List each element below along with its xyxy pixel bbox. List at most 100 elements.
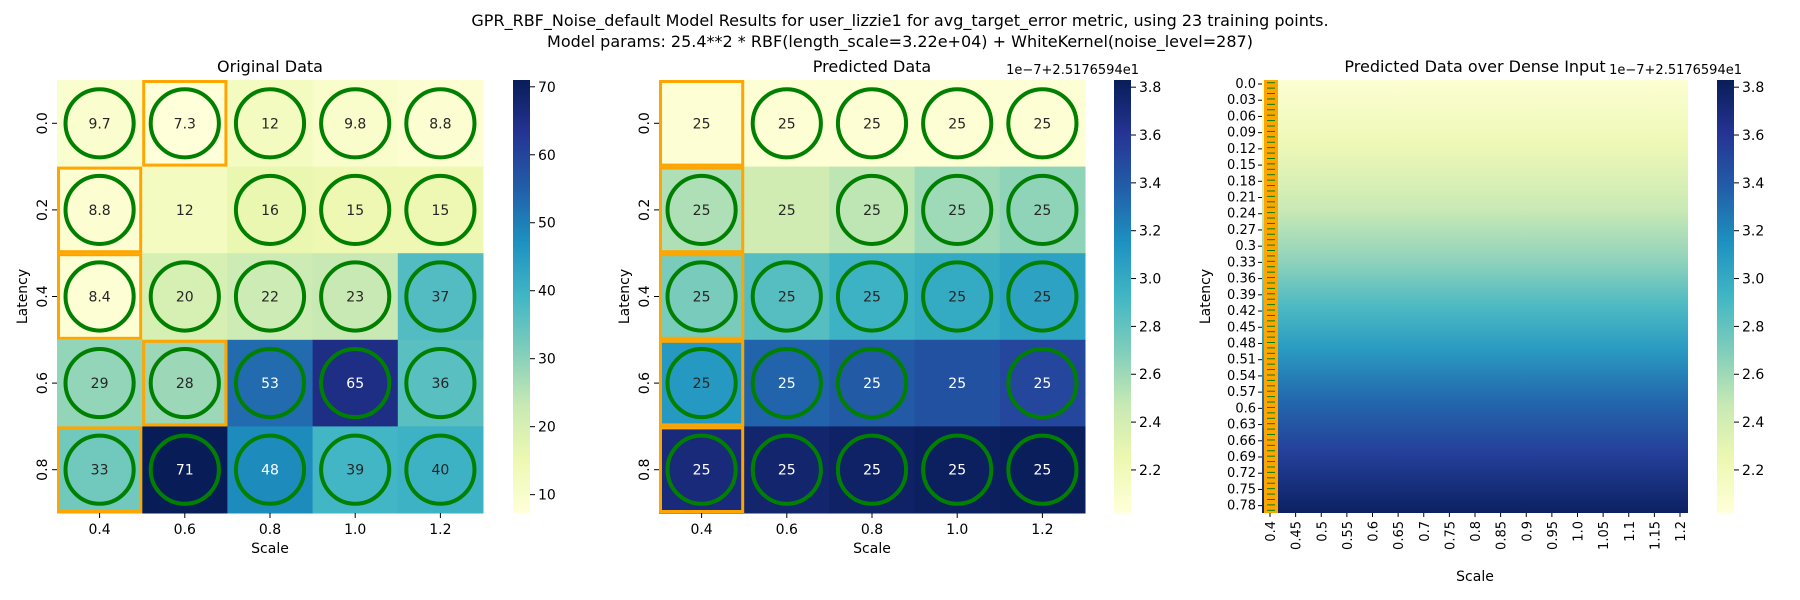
cell-value-label: 29	[91, 376, 109, 392]
training-point-circle	[233, 260, 307, 333]
cell-value-label: 25	[1033, 376, 1051, 392]
cell-value-label: 8.4	[88, 290, 110, 306]
x-tick-label: 0.85	[1495, 521, 1510, 550]
heatmap-cell	[227, 80, 314, 168]
cell-value-label: 25	[948, 463, 966, 479]
x-tick-label: 0.8	[1469, 521, 1484, 542]
y-tick-label: 0.0	[1235, 77, 1256, 92]
x-tick-label: 1.0	[1572, 521, 1587, 542]
figure-title-line2: Model params: 25.4**2 * RBF(length_scale…	[547, 32, 1253, 52]
training-point-circle	[404, 433, 477, 506]
training-point-circle	[835, 87, 909, 160]
heatmap-cell	[914, 339, 1001, 427]
y-tick-label: 0.15	[1227, 158, 1256, 173]
heatmap-cell	[227, 426, 314, 514]
y-tick-label: 0.03	[1227, 93, 1256, 108]
colorbar-tick-label: 40	[538, 284, 556, 300]
y-tick-label: 0.6	[637, 372, 653, 394]
training-point-circle	[319, 260, 392, 333]
heatmap-cell	[142, 426, 228, 514]
y-tick-label: 0.24	[1227, 207, 1256, 222]
y-tick-label: 0.18	[1227, 174, 1256, 189]
training-point-circle	[63, 260, 136, 333]
training-point-circle	[750, 347, 823, 420]
heatmap-cell	[227, 166, 314, 254]
colorbar-tick-label: 3.2	[1139, 224, 1161, 240]
x-tick-label: 0.4	[1264, 521, 1279, 542]
heatmap-cell	[914, 166, 1001, 254]
y-tick-label: 0.0	[637, 112, 653, 134]
training-point-circle	[319, 173, 392, 246]
y-tick-label: 0.78	[1227, 499, 1256, 514]
colorbar-tick-label: 2.2	[1742, 463, 1764, 479]
y-tick-label: 0.2	[637, 199, 653, 221]
y-axis-label: Latency	[617, 269, 633, 324]
cell-value-label: 9.8	[344, 116, 366, 132]
training-point-circle	[665, 260, 738, 333]
training-point-circle	[233, 173, 307, 246]
colorbar-tick-label: 3.8	[1742, 80, 1764, 96]
cell-value-label: 7.3	[174, 116, 196, 132]
heatmap-cell	[312, 166, 399, 254]
colorbar-tick-label: 2.2	[1139, 463, 1161, 479]
colorbar-tick-label: 3.0	[1139, 272, 1161, 288]
colorbar-tick-label: 3.8	[1139, 80, 1161, 96]
cell-value-label: 33	[91, 463, 109, 479]
cell-value-label: 25	[778, 376, 796, 392]
heatmap-cell	[312, 426, 399, 514]
y-tick-label: 0.54	[1227, 369, 1256, 384]
training-point-circle	[921, 260, 994, 333]
cell-value-label: 25	[778, 203, 796, 219]
x-tick-label: 1.0	[946, 522, 968, 538]
chart-title: Predicted Data	[813, 57, 931, 76]
cell-value-label: 22	[261, 290, 279, 306]
y-tick-label: 0.3	[1235, 239, 1256, 254]
heatmap-cell	[142, 80, 228, 168]
training-point-circle	[835, 347, 909, 420]
cell-value-label: 25	[863, 376, 881, 392]
colorbar	[513, 80, 530, 513]
heatmap-cell	[829, 80, 916, 168]
training-point-circle	[750, 260, 823, 333]
training-point-circle	[1006, 433, 1079, 506]
best-point-box	[659, 253, 745, 340]
y-tick-label: 0.06	[1227, 109, 1256, 124]
y-tick-label: 0.36	[1227, 272, 1256, 287]
best-point-box	[659, 339, 745, 427]
heatmap-cell	[744, 80, 830, 168]
best-point-box	[659, 80, 745, 167]
cell-value-label: 8.8	[88, 203, 110, 219]
colorbar-tick-label: 3.4	[1139, 176, 1161, 192]
training-point-circle	[319, 87, 392, 160]
charts: Original Data 9.7 7.3 12 9.8 8.8 8.8 12 16 15 15 8.…	[15, 57, 1764, 585]
heatmap-cell	[744, 166, 830, 254]
training-point-circle	[404, 173, 477, 246]
heatmap-cell	[829, 166, 916, 254]
y-tick-label: 0.0	[35, 112, 51, 134]
heatmap-cell	[744, 426, 830, 514]
heatmap-cell	[397, 426, 484, 514]
training-point-circle	[921, 87, 994, 160]
cell-value-label: 25	[778, 290, 796, 306]
y-tick-label: 0.72	[1227, 466, 1256, 481]
x-tick-label: 0.65	[1392, 521, 1407, 550]
heatmap-cell	[914, 80, 1001, 168]
training-point-circle	[233, 433, 307, 506]
cell-value-label: 8.8	[429, 116, 451, 132]
dense-heatmap	[1262, 80, 1688, 513]
best-point-box	[659, 426, 745, 513]
heatmap-cell	[312, 339, 399, 427]
x-tick-label: 0.5	[1315, 521, 1330, 542]
training-point-circle	[750, 87, 823, 160]
cell-value-label: 37	[431, 290, 449, 306]
heatmap-cell	[829, 253, 916, 341]
chart-title: Predicted Data over Dense Input	[1344, 57, 1605, 76]
colorbar-tick-label: 3.6	[1139, 128, 1161, 144]
cell-value-label: 15	[346, 203, 364, 219]
x-axis-label: Scale	[1456, 569, 1494, 585]
best-point-box	[659, 166, 745, 254]
heatmap-cell	[999, 166, 1086, 254]
x-tick-label: 1.1	[1623, 521, 1638, 542]
training-point-circle	[665, 347, 738, 420]
training-point-circle	[1006, 260, 1079, 333]
